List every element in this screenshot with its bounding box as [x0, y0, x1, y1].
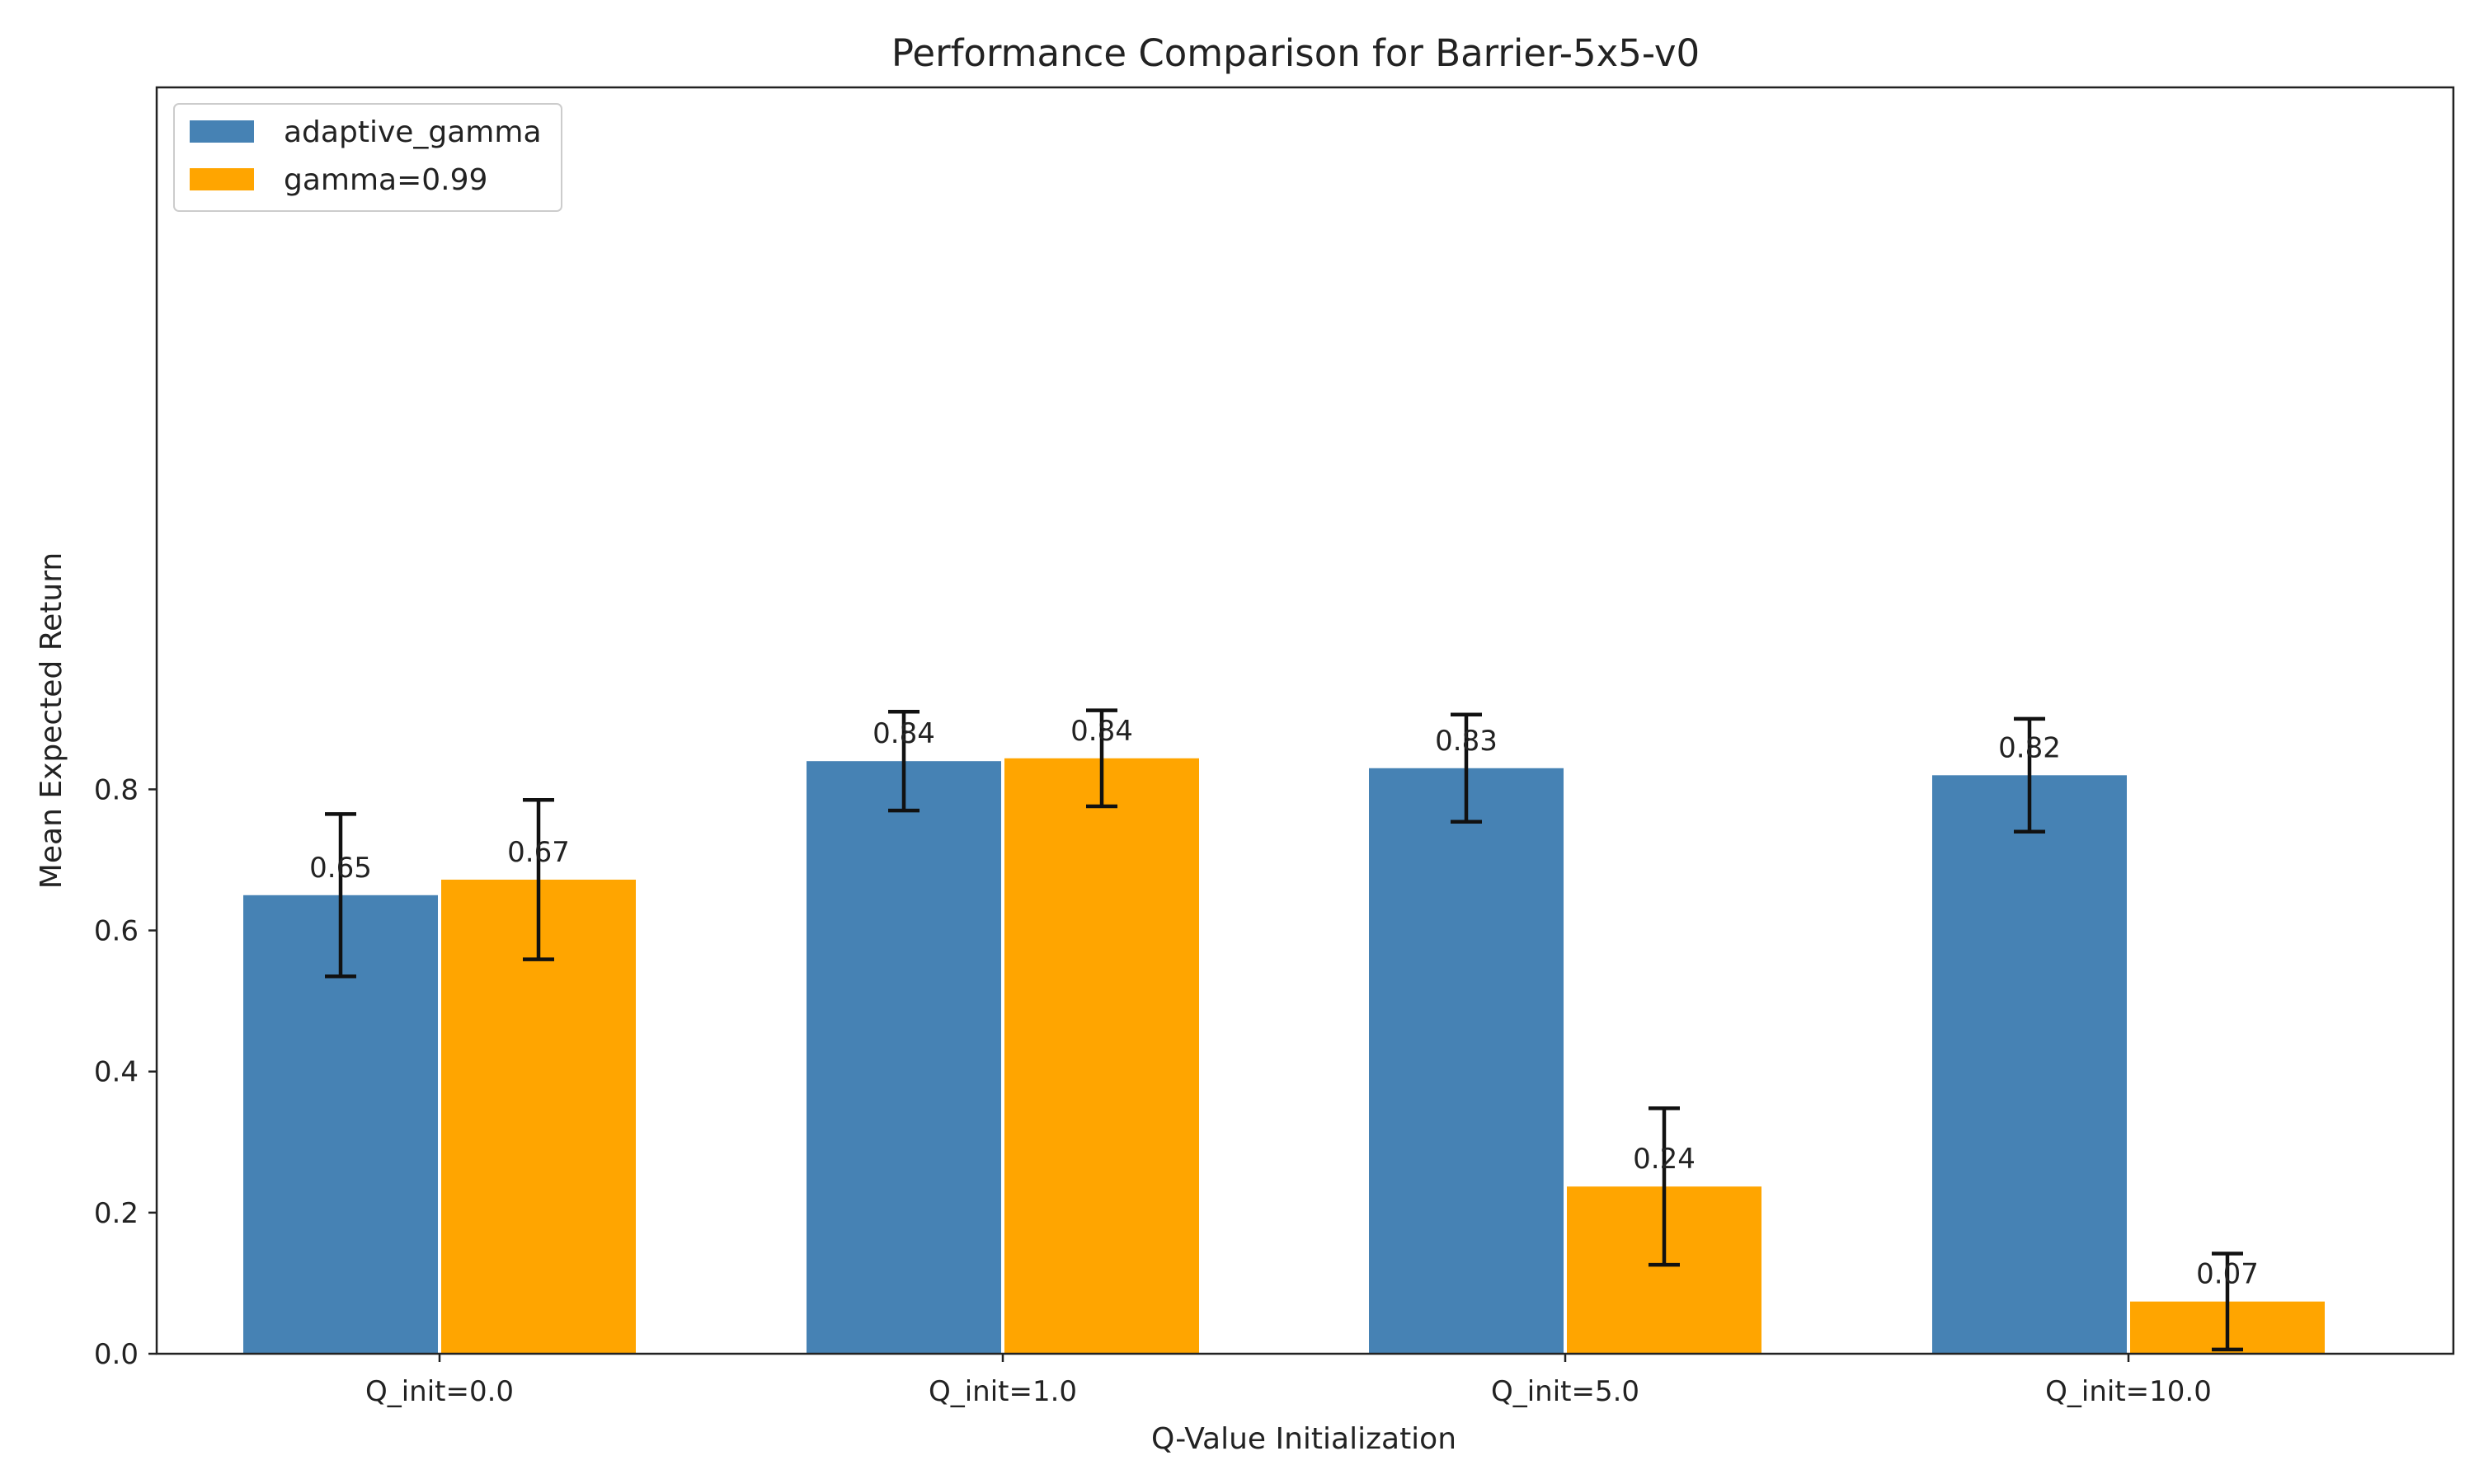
- plot-frame: [155, 86, 2455, 1355]
- error-bar-s1-c0: [523, 798, 554, 961]
- y-tick-label: 0.4: [94, 1056, 139, 1089]
- y-axis-label: Mean Expected Return: [35, 552, 68, 889]
- legend-label-gamma-0-99: gamma=0.99: [284, 163, 487, 197]
- error-bar-s1-c1: [1086, 708, 1117, 809]
- data-label-s1-c1: 0.84: [1070, 715, 1133, 748]
- y-tick-label: 0.6: [94, 915, 139, 948]
- error-bar-s0-c2: [1451, 712, 1482, 824]
- data-label-s0-c1: 0.84: [872, 717, 935, 750]
- x-axis: Q_init=0.0 Q_init=1.0 Q_init=5.0 Q_init=10.…: [365, 1354, 2212, 1408]
- bar-s1-c1: [1004, 758, 1199, 1354]
- y-tick-label: 0.2: [94, 1197, 139, 1230]
- legend-swatch-adaptive-gamma: [190, 120, 254, 143]
- legend-swatch-gamma-0-99: [190, 168, 254, 190]
- error-bar-s1-c2: [1649, 1106, 1680, 1267]
- y-axis: 0.0 0.2 0.4 0.6 0.8: [94, 773, 157, 1371]
- data-labels-layer: 0.65 0.84 0.83 0.82 0.67 0.84 0.24 0.07: [309, 715, 2259, 1291]
- bar-s0-c3: [1932, 775, 2127, 1354]
- data-label-s0-c0: 0.65: [309, 852, 372, 885]
- legend: adaptive_gamma gamma=0.99: [173, 103, 562, 212]
- y-tick-label: 0.0: [94, 1338, 139, 1371]
- data-label-s0-c2: 0.83: [1435, 725, 1498, 758]
- x-axis-label: Q-Value Initialization: [1151, 1422, 1456, 1456]
- x-tick-label: Q_init=5.0: [1491, 1375, 1639, 1408]
- bar-s0-c2: [1369, 768, 1564, 1354]
- data-label-s1-c3: 0.07: [2196, 1258, 2259, 1291]
- legend-label-adaptive-gamma: adaptive_gamma: [284, 115, 542, 149]
- x-tick-label: Q_init=1.0: [929, 1375, 1077, 1408]
- error-bar-s0-c3: [2014, 716, 2045, 834]
- legend-box: [173, 103, 562, 212]
- data-label-s1-c0: 0.67: [507, 836, 570, 869]
- x-tick-label: Q_init=0.0: [365, 1375, 514, 1408]
- data-label-s1-c2: 0.24: [1633, 1143, 1696, 1176]
- y-tick-label: 0.8: [94, 773, 139, 806]
- chart-title: Performance Comparison for Barrier-5x5-v…: [891, 31, 1700, 75]
- x-tick-label: Q_init=10.0: [2045, 1375, 2212, 1408]
- error-bar-s1-c3: [2212, 1252, 2243, 1352]
- errorbars-layer: [325, 708, 2243, 1352]
- data-label-s0-c3: 0.82: [1998, 731, 2061, 764]
- error-bar-s0-c0: [325, 812, 356, 979]
- bar-s0-c1: [807, 761, 1001, 1354]
- error-bar-s0-c1: [888, 710, 920, 813]
